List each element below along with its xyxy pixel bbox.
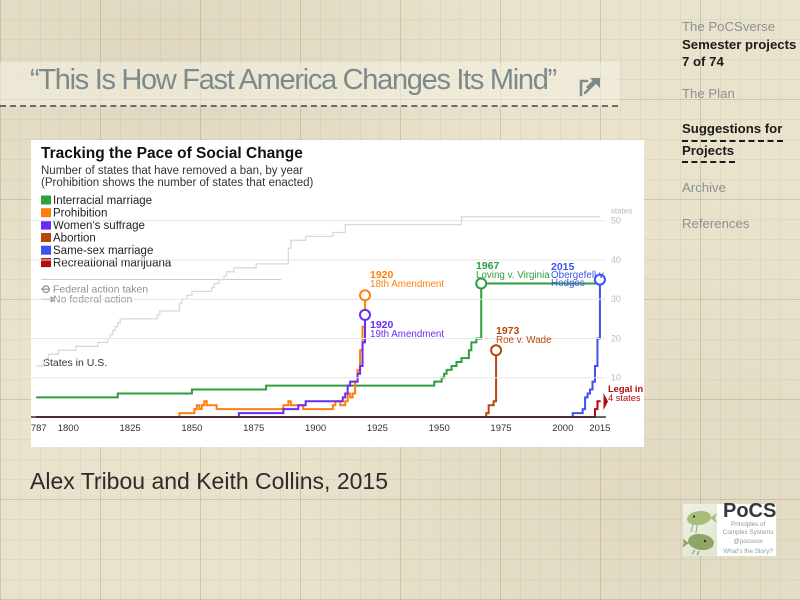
svg-text:Loving v. Virginia: Loving v. Virginia — [476, 270, 550, 281]
svg-text:1900: 1900 — [305, 423, 326, 434]
svg-text:Abortion: Abortion — [53, 233, 96, 245]
svg-text:Number of states that have rem: Number of states that have removed a ban… — [41, 165, 303, 177]
svg-text:18th Amendment: 18th Amendment — [370, 279, 444, 290]
svg-text:1800: 1800 — [58, 423, 79, 434]
svg-text:Women's suffrage: Women's suffrage — [53, 220, 145, 232]
svg-text:states: states — [611, 207, 632, 216]
svg-text:20: 20 — [611, 334, 621, 344]
svg-text:2000: 2000 — [552, 423, 573, 434]
svg-text:1925: 1925 — [367, 423, 388, 434]
svg-text:50: 50 — [611, 216, 621, 226]
svg-text:1950: 1950 — [429, 423, 450, 434]
svg-text:(Prohibition shows the number: (Prohibition shows the number of states … — [41, 177, 313, 189]
svg-text:4 states: 4 states — [608, 393, 641, 403]
svg-text:Recreational marijuana: Recreational marijuana — [53, 258, 172, 270]
svg-text:Hodges: Hodges — [551, 278, 585, 289]
svg-text:Same-sex marriage: Same-sex marriage — [53, 245, 153, 257]
svg-text:1850: 1850 — [181, 423, 202, 434]
svg-text:Roe v. Wade: Roe v. Wade — [496, 335, 552, 346]
svg-text:30: 30 — [611, 294, 621, 304]
svg-text:1787: 1787 — [31, 423, 47, 434]
svg-text:40: 40 — [611, 255, 621, 265]
svg-text:1825: 1825 — [120, 423, 141, 434]
svg-text:Interracial marriage: Interracial marriage — [53, 195, 152, 207]
svg-text:Tracking the Pace of Social Ch: Tracking the Pace of Social Change — [41, 145, 303, 162]
svg-text:10: 10 — [611, 373, 621, 383]
svg-text:States in U.S.: States in U.S. — [43, 357, 107, 369]
svg-text:19th Amendment: 19th Amendment — [370, 329, 444, 340]
svg-text:No federal action: No federal action — [53, 294, 133, 306]
svg-text:2015: 2015 — [589, 423, 610, 434]
svg-text:1975: 1975 — [490, 423, 511, 434]
svg-text:1875: 1875 — [243, 423, 264, 434]
svg-text:Prohibition: Prohibition — [53, 208, 107, 220]
